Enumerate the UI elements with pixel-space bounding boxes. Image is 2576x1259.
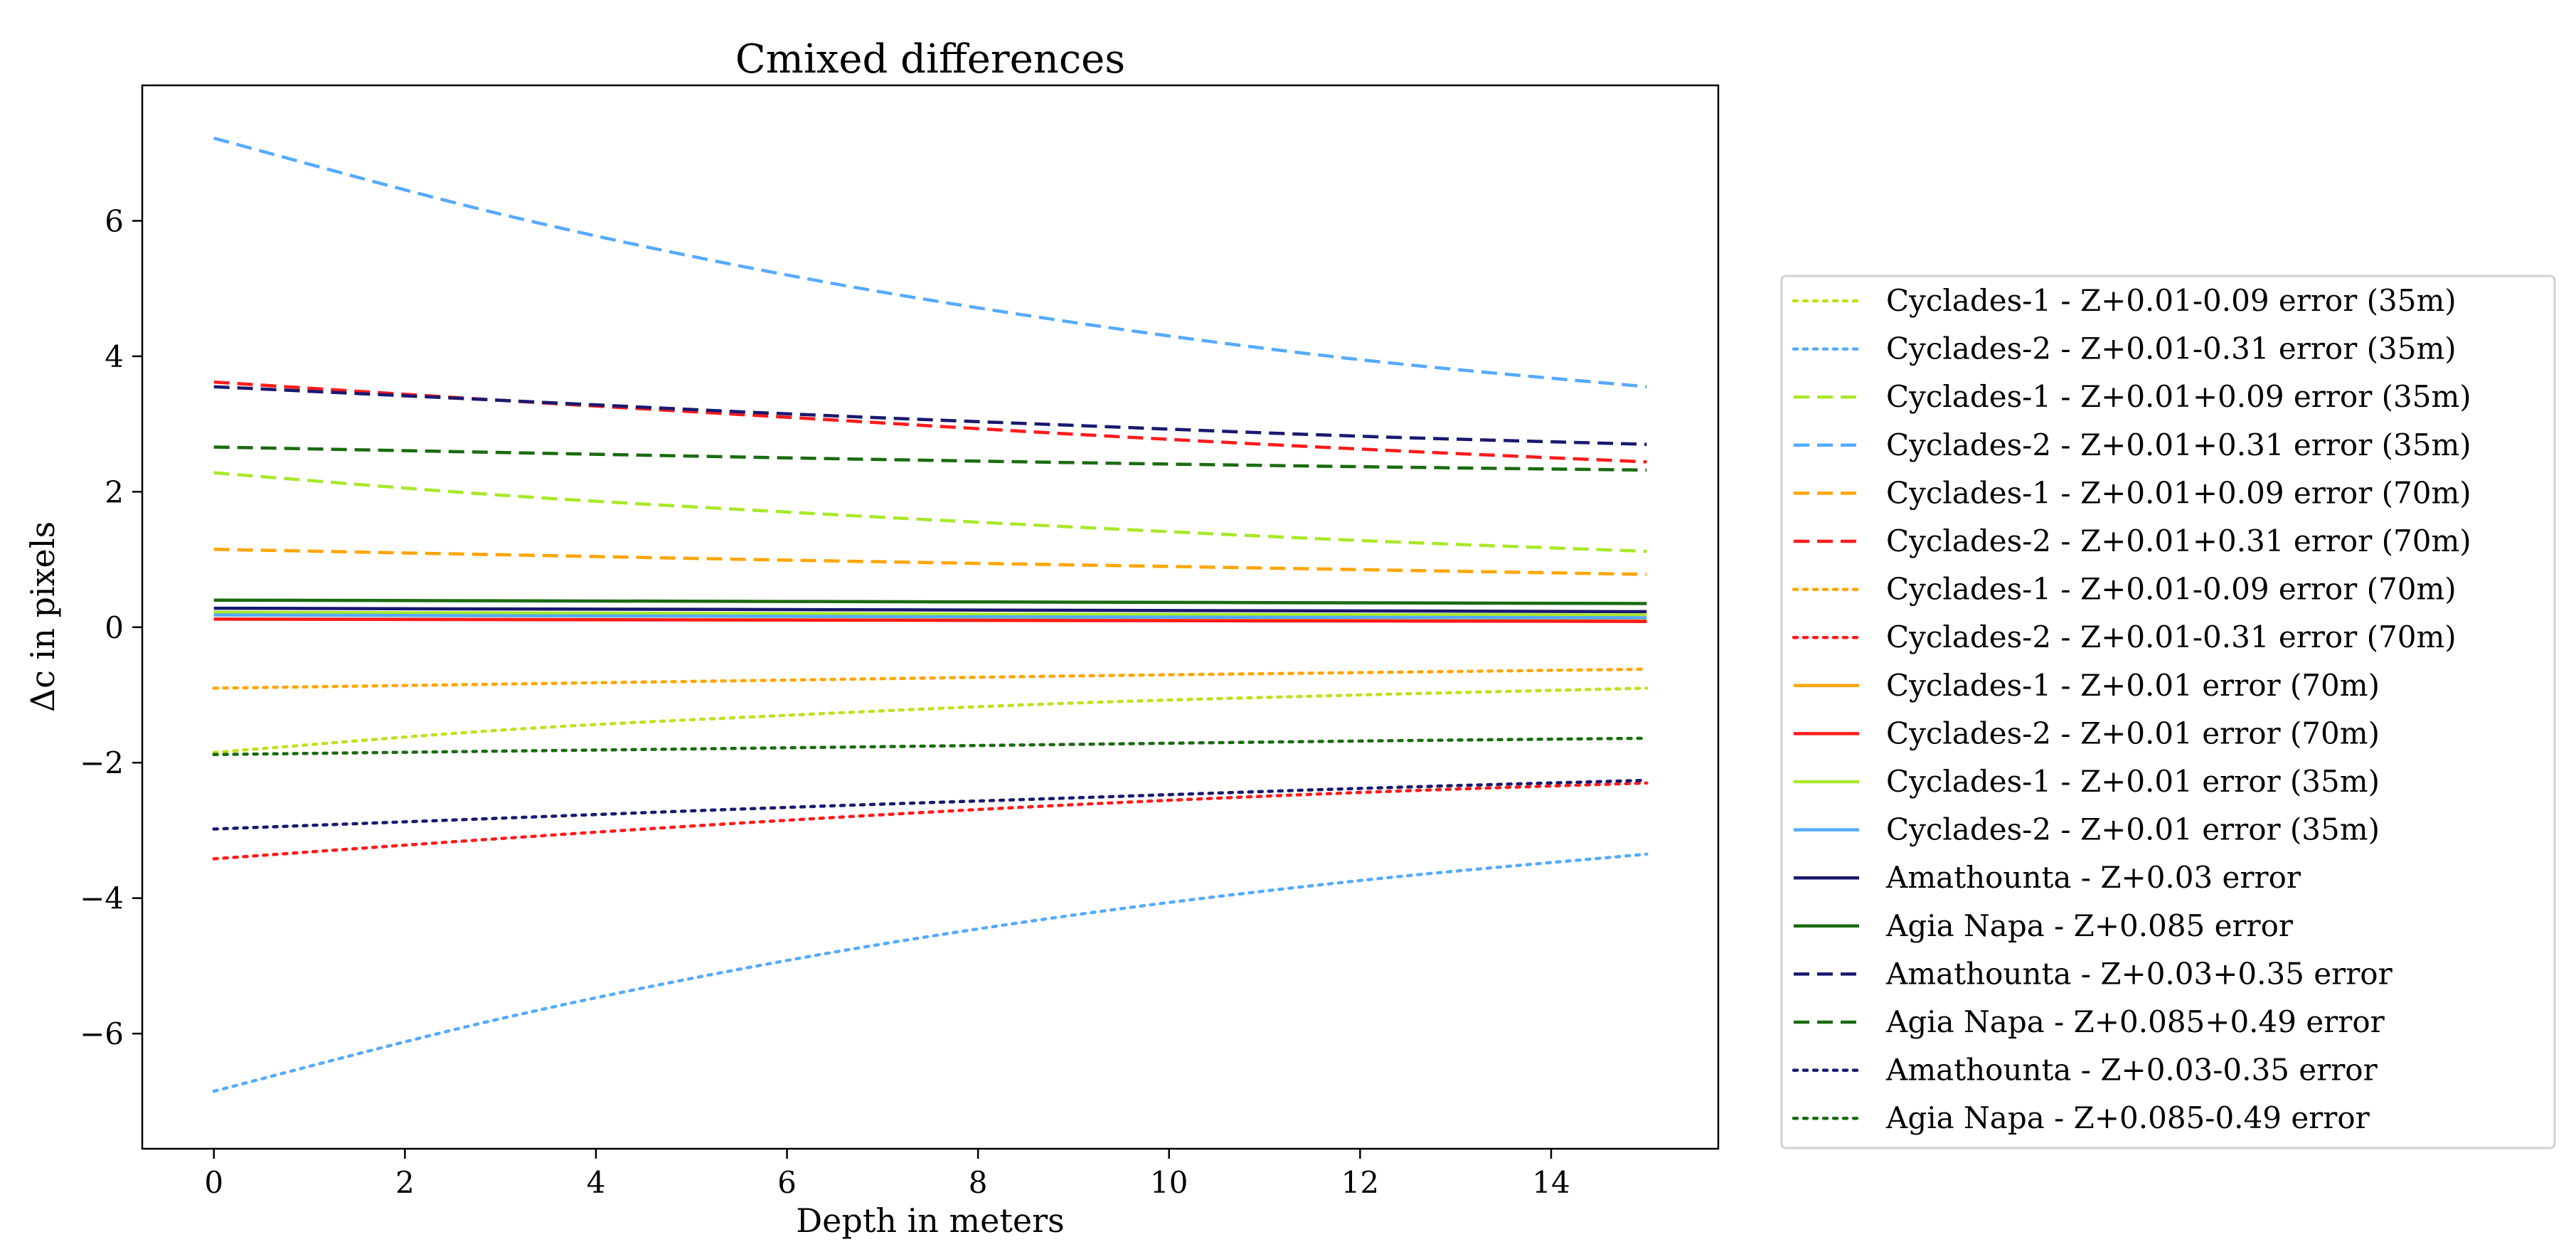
x-tick-label: 14 [1532, 1165, 1570, 1200]
legend-label-18: Agia Napa - Z+0.085-0.49 error [1885, 1100, 2370, 1135]
series-line-14 [213, 598, 1647, 605]
x-tick-label: 12 [1341, 1165, 1379, 1200]
legend-label-6: Cyclades-2 - Z+0.01+0.31 error (70m) [1886, 524, 2471, 558]
legend-label-13: Amathounta - Z+0.03 error [1885, 860, 2301, 895]
y-axis-label: Δc in pixels [23, 521, 62, 712]
x-tick-label: 0 [204, 1165, 223, 1200]
legend-label-15: Amathounta - Z+0.03+0.35 error [1885, 956, 2393, 991]
legend-label-2: Cyclades-2 - Z+0.01-0.31 error (35m) [1886, 331, 2457, 366]
legend-label-16: Agia Napa - Z+0.085+0.49 error [1885, 1004, 2385, 1039]
legend-label-12: Cyclades-2 - Z+0.01 error (35m) [1886, 812, 2380, 847]
legend-label-3: Cyclades-1 - Z+0.01+0.09 error (35m) [1886, 379, 2471, 414]
series-line-8 [212, 781, 1649, 861]
series-line-5 [213, 548, 1647, 576]
x-axis: 0 2 4 6 8 10 12 14 [204, 1149, 1570, 1200]
y-tick-label: 6 [105, 203, 124, 238]
x-axis-label: Depth in meters [796, 1201, 1064, 1240]
y-tick-label: 4 [105, 339, 124, 374]
plot-area [141, 84, 1720, 1150]
y-axis: −6 −4 −2 0 2 4 6 [80, 203, 142, 1051]
legend-box [1780, 275, 2556, 1149]
series-line-3 [213, 471, 1647, 553]
legend-label-8: Cyclades-2 - Z+0.01-0.31 error (70m) [1886, 620, 2457, 654]
series-line-2 [212, 852, 1649, 1093]
legend-entries: Cyclades-1 - Z+0.01-0.09 error (35m) Cycl… [1792, 283, 2471, 1135]
series-line-7 [212, 667, 1649, 690]
y-tick-label: 2 [105, 474, 124, 509]
x-tick-label: 2 [395, 1165, 415, 1200]
series-line-12 [213, 613, 1647, 620]
series-line-4 [213, 137, 1647, 388]
series-line-15 [213, 385, 1647, 446]
legend-label-5: Cyclades-1 - Z+0.01+0.09 error (70m) [1886, 475, 2471, 510]
series-line-18 [212, 736, 1649, 757]
x-tick-label: 4 [587, 1165, 606, 1200]
legend-label-7: Cyclades-1 - Z+0.01-0.09 error (70m) [1886, 572, 2457, 607]
y-tick-label: −4 [80, 881, 124, 916]
series-line-1 [212, 686, 1649, 755]
series-line-10 [213, 617, 1647, 623]
series-line-16 [213, 445, 1647, 472]
x-tick-label: 10 [1150, 1165, 1188, 1200]
legend-label-9: Cyclades-1 - Z+0.01 error (70m) [1886, 668, 2380, 703]
y-tick-label: −2 [80, 745, 124, 780]
legend-label-17: Amathounta - Z+0.03-0.35 error [1885, 1053, 2378, 1088]
x-tick-label: 8 [969, 1165, 988, 1200]
y-tick-label: −6 [80, 1016, 124, 1051]
legend-label-10: Cyclades-2 - Z+0.01 error (70m) [1886, 716, 2380, 750]
legend-label-14: Agia Napa - Z+0.085 error [1885, 908, 2294, 943]
series-lines [212, 137, 1649, 1093]
chart-title: Cmixed differences [735, 36, 1125, 83]
x-tick-label: 6 [777, 1165, 797, 1200]
series-line-17 [212, 778, 1649, 831]
series-line-13 [213, 606, 1647, 614]
legend-label-1: Cyclades-1 - Z+0.01-0.09 error (35m) [1886, 283, 2457, 318]
series-line-11 [213, 610, 1647, 617]
legend-label-11: Cyclades-1 - Z+0.01 error (35m) [1886, 764, 2380, 799]
legend-label-4: Cyclades-2 - Z+0.01+0.31 error (35m) [1886, 427, 2471, 462]
y-tick-label: 0 [105, 610, 124, 645]
legend: Cyclades-1 - Z+0.01-0.09 error (35m) Cycl… [1780, 275, 2556, 1149]
